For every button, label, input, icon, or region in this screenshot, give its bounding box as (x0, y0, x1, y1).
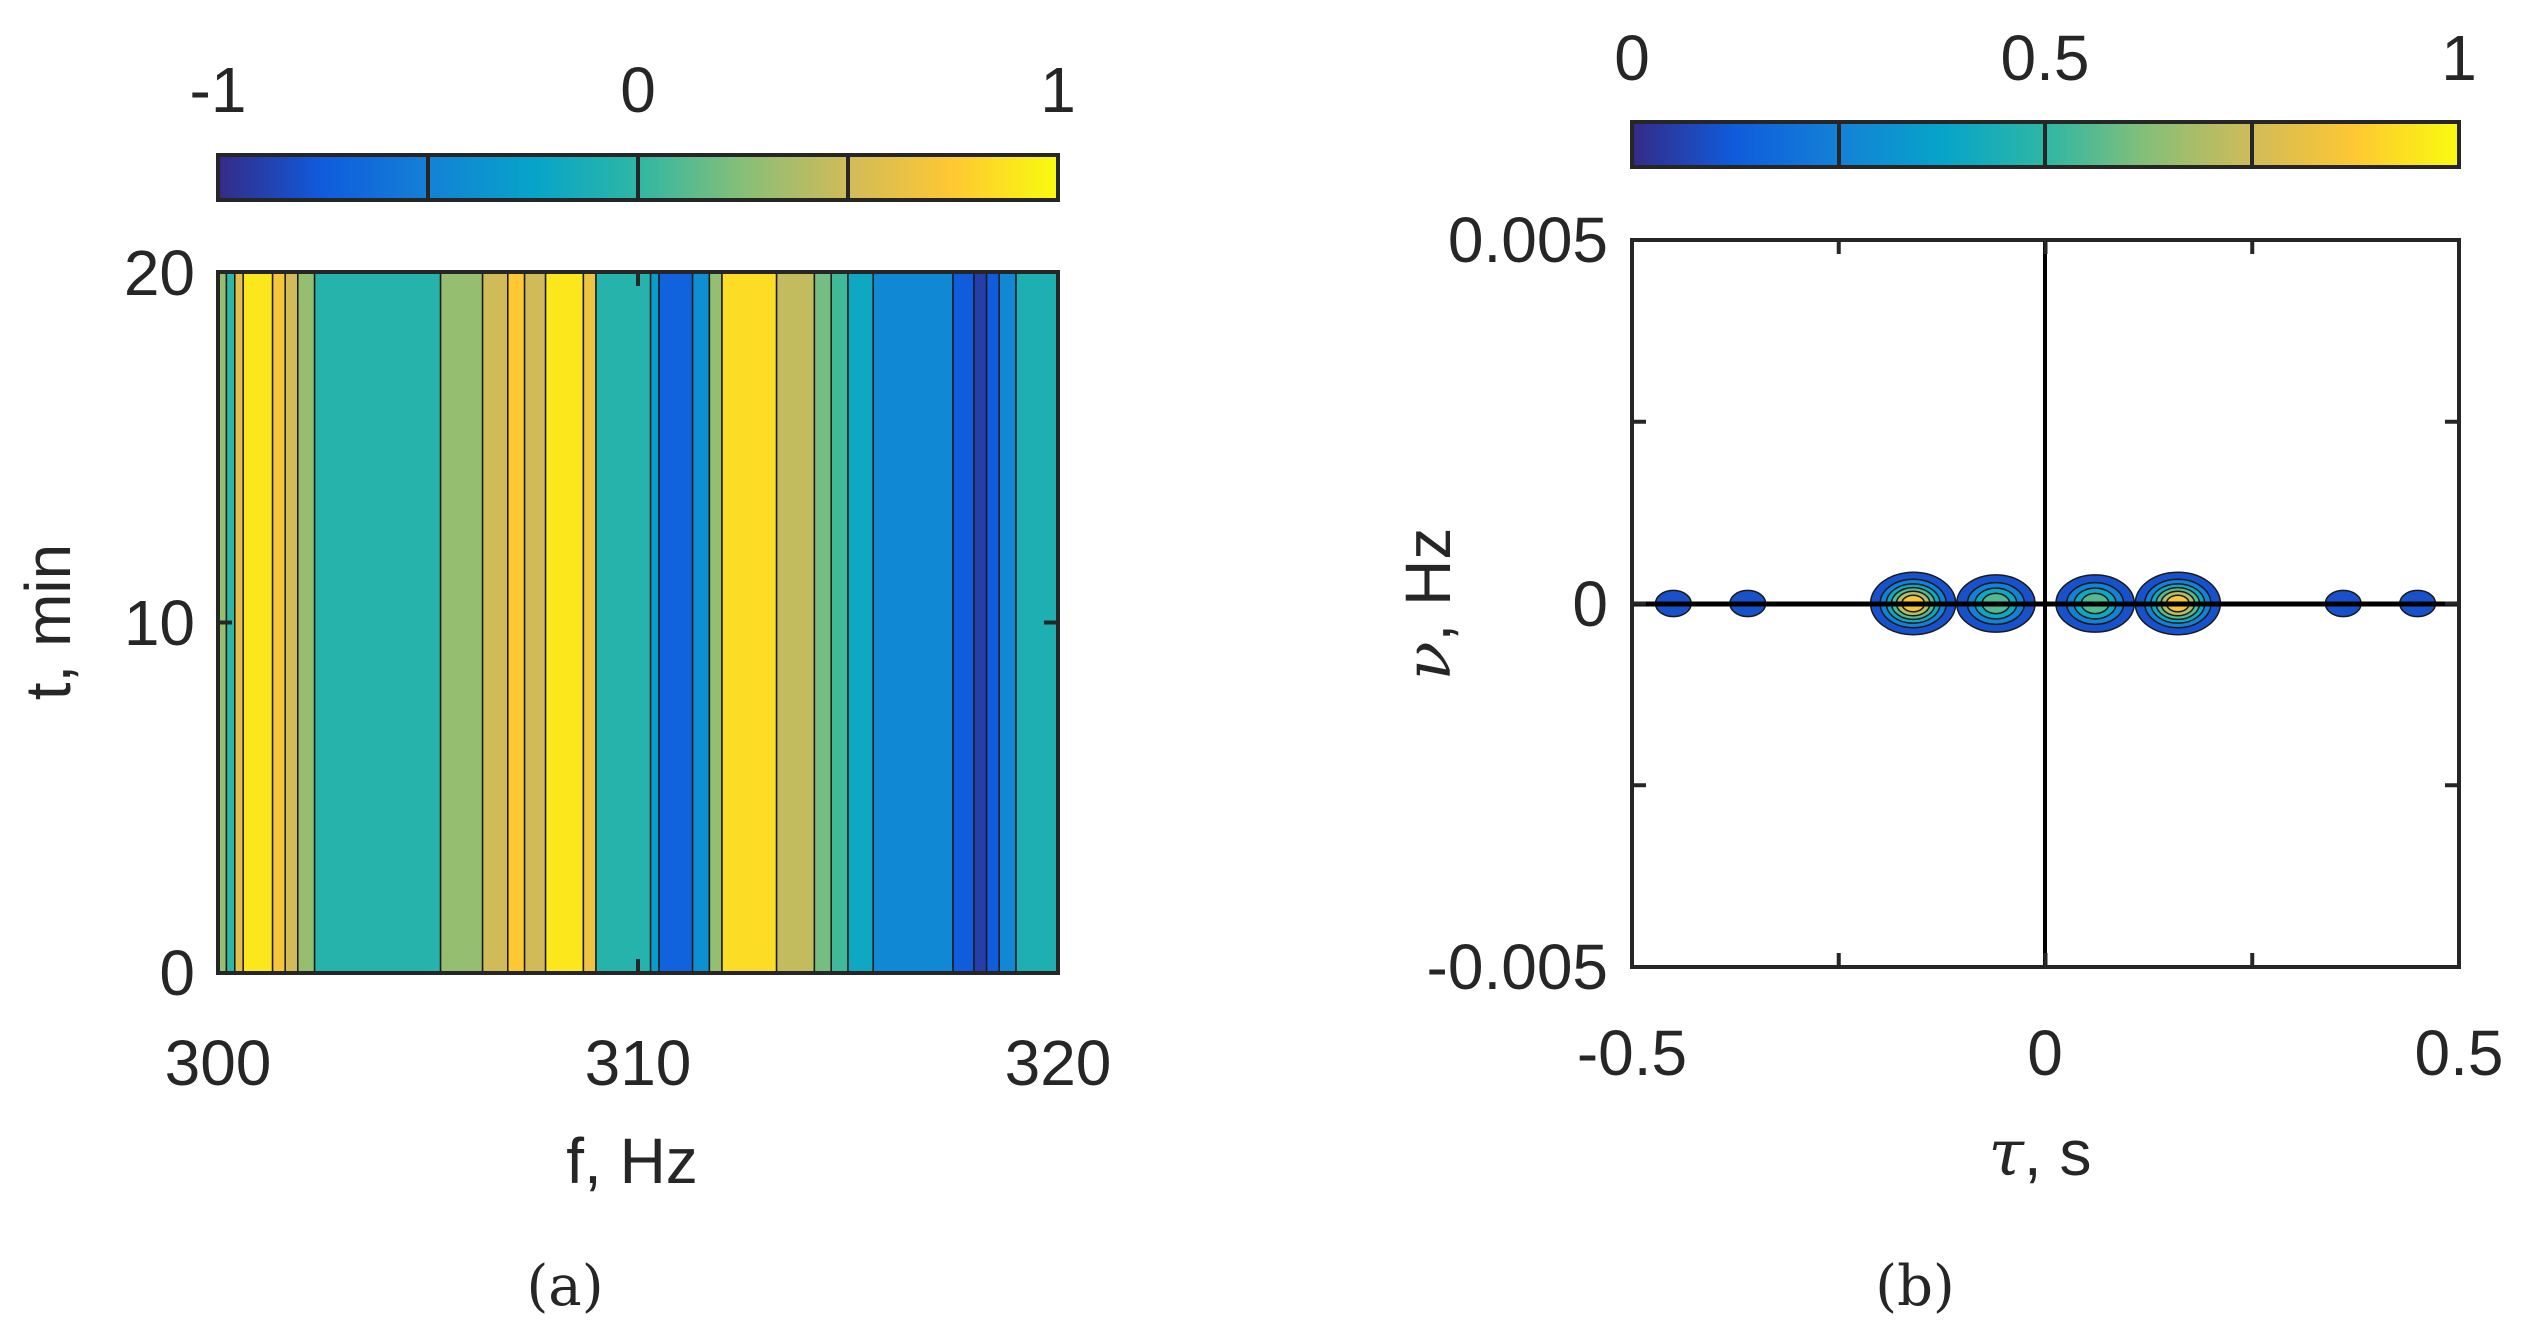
colorbar-a-tick-label: 1 (1040, 54, 1076, 126)
heatmap-band (721, 272, 778, 973)
heatmap-band (708, 272, 723, 973)
heatmap-band (830, 272, 849, 973)
heatmap-band (271, 272, 286, 973)
heatmap-band (973, 272, 988, 973)
heatmap-bands (218, 272, 1058, 973)
heatmap-band (481, 272, 509, 973)
x-axis-unit: , s (2024, 1117, 2092, 1189)
heatmap-band (872, 272, 954, 973)
heatmap-band (582, 272, 597, 973)
heatmap-band (595, 272, 652, 973)
heatmap-band (313, 272, 442, 973)
heatmap-band (985, 272, 1000, 973)
x-axis-label: f, Hz (566, 1125, 698, 1197)
heatmap-band (523, 272, 547, 973)
colorbar-b: 0 0.5 1 (1614, 22, 2477, 169)
colorbar-b-tick-label: 0 (1614, 22, 1650, 94)
y-axis-label: t, min (12, 544, 84, 700)
caption-a: (a) (526, 1254, 603, 1319)
heatmap-band (297, 272, 316, 973)
heatmap-band (507, 272, 526, 973)
colorbar-b-tick-label: 1 (2441, 22, 2477, 94)
y-tick-label: 0 (159, 937, 195, 1009)
heatmap-band (649, 272, 660, 973)
y-axis-symbol: ν (1392, 641, 1466, 680)
x-tick-label: -0.5 (1577, 1017, 1687, 1089)
x-axis-symbol: τ (1989, 1117, 2026, 1191)
heatmap-band (544, 272, 585, 973)
y-tick-label: 20 (124, 237, 195, 309)
y-tick-label: -0.005 (1427, 931, 1608, 1003)
colorbar-a-tick-label: 0 (620, 54, 656, 126)
panel-a: -1 0 1 300 310 320 0 10 20 f, Hz t, min … (12, 54, 1111, 1319)
x-tick-label: 0 (2027, 1017, 2063, 1089)
heatmap-band (952, 272, 975, 973)
y-tick-label: 10 (124, 587, 195, 659)
heatmap-band (998, 272, 1017, 973)
heatmap-band (242, 272, 274, 973)
x-tick-label: 310 (585, 1027, 692, 1099)
heatmap-band (284, 272, 299, 973)
heatmap-band (658, 272, 694, 973)
heatmap-band (439, 272, 484, 973)
x-tick-label: 300 (165, 1027, 272, 1099)
x-axis-label: τ, s (1989, 1117, 2092, 1191)
axis-b-ticks (1630, 238, 2461, 969)
y-axis-label: ν, Hz (1392, 528, 1466, 681)
colorbar-a: -1 0 1 (190, 54, 1076, 202)
x-tick-label: 320 (1005, 1027, 1112, 1099)
heatmap-band (691, 272, 711, 973)
heatmap-band (813, 272, 832, 973)
x-tick-label: 0.5 (2415, 1017, 2504, 1089)
colorbar-a-tick-label: -1 (190, 54, 247, 126)
axis-a-ticks (216, 270, 1060, 975)
heatmap-band (775, 272, 816, 973)
heatmap-band (847, 272, 874, 973)
colorbar-b-tick-label: 0.5 (2001, 22, 2090, 94)
caption-b: (b) (1875, 1254, 1955, 1319)
y-tick-label: 0 (1572, 568, 1608, 640)
y-tick-label: 0.005 (1448, 204, 1608, 276)
y-axis-unit: , Hz (1392, 528, 1464, 642)
heatmap-band (234, 272, 244, 973)
panel-b: 0 0.5 1 -0.5 0 0.5 -0.005 0 0.005 τ, s ν… (1392, 22, 2503, 1319)
